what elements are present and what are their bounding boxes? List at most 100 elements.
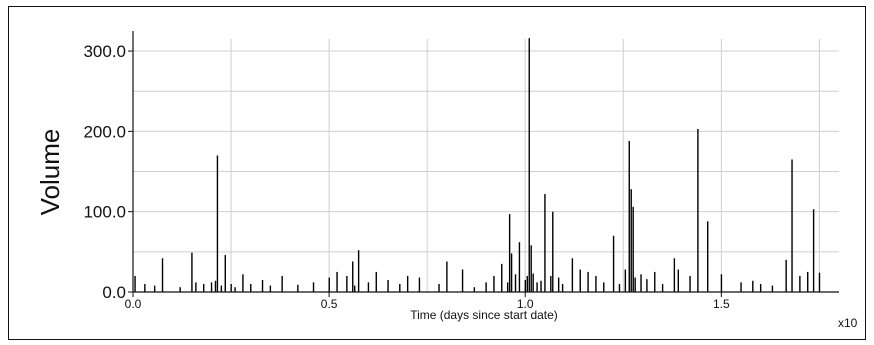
bar <box>587 271 589 292</box>
bar <box>375 271 377 292</box>
bar <box>707 221 709 292</box>
bar <box>528 38 530 292</box>
x-tick-label: 1.5 <box>713 297 730 311</box>
bar-chart: 0.0 100.0 200.0 300.0 0.0 0.5 1.0 1.5 Volume T… <box>35 31 858 330</box>
bar <box>485 282 487 292</box>
bar <box>473 287 476 292</box>
y-tick-label: 100.0 <box>83 203 126 222</box>
bar <box>720 274 723 292</box>
bar <box>661 283 664 292</box>
bar <box>632 206 634 292</box>
bar <box>646 279 648 292</box>
bar <box>191 252 193 292</box>
bar <box>557 277 560 292</box>
bar <box>634 277 636 292</box>
y-axis-label: Volume <box>35 129 65 216</box>
x-tick-label: 1.0 <box>517 297 534 311</box>
bar <box>406 275 409 292</box>
bar <box>530 245 532 292</box>
bar <box>446 261 448 292</box>
bar <box>514 274 517 292</box>
bar <box>144 283 146 292</box>
bar <box>673 258 676 292</box>
bar <box>550 275 552 292</box>
bar <box>230 283 232 292</box>
bar <box>281 275 283 292</box>
bar <box>346 275 348 292</box>
bar <box>785 259 787 292</box>
bar <box>552 211 554 292</box>
y-tick-label: 0.0 <box>102 283 126 302</box>
bar <box>153 285 156 292</box>
y-tick-label: 200.0 <box>83 122 126 141</box>
chart-frame: 0.0 100.0 200.0 300.0 0.0 0.5 1.0 1.5 Volume T… <box>8 6 866 340</box>
bar <box>161 258 164 292</box>
x-tick-label: 0.5 <box>321 297 338 311</box>
bar <box>612 235 615 292</box>
bar <box>336 271 338 292</box>
bar <box>524 279 527 292</box>
bar <box>799 275 801 292</box>
bar <box>579 269 581 292</box>
bar <box>506 282 509 292</box>
bar <box>697 128 699 292</box>
bar <box>179 287 181 292</box>
x-tick-label: 0.0 <box>125 297 142 311</box>
bar <box>508 214 511 292</box>
bar <box>540 280 542 292</box>
x-axis-multiplier: x10 <box>838 316 858 330</box>
bar <box>771 285 774 292</box>
bar <box>250 283 252 292</box>
bar <box>526 275 528 292</box>
bar <box>328 277 330 292</box>
bar <box>354 285 356 292</box>
bar <box>595 275 597 292</box>
bar <box>518 242 521 292</box>
bar <box>297 284 299 292</box>
bar <box>807 271 809 292</box>
bar <box>493 275 495 292</box>
bar <box>312 282 315 292</box>
bar <box>561 283 564 292</box>
bar <box>134 275 136 292</box>
bar <box>510 253 513 292</box>
bar <box>812 209 815 292</box>
bar <box>210 282 213 292</box>
bar <box>214 280 217 292</box>
bar <box>618 283 621 292</box>
bar <box>571 258 574 292</box>
bar <box>689 275 691 292</box>
x-tick-labels: 0.0 0.5 1.0 1.5 <box>125 292 730 311</box>
bar <box>654 271 656 292</box>
bar <box>544 194 546 292</box>
bar <box>640 274 642 292</box>
bar <box>195 282 197 292</box>
bar <box>352 261 354 292</box>
bar <box>759 283 762 292</box>
bar <box>438 283 440 292</box>
bar <box>501 263 503 292</box>
bar <box>536 282 538 292</box>
bar <box>220 285 223 292</box>
bar <box>387 279 389 292</box>
bar <box>461 269 464 292</box>
grid-lines <box>133 39 839 292</box>
bar <box>399 283 401 292</box>
x-axis-label: Time (days since start date) <box>410 308 558 322</box>
y-tick-label: 300.0 <box>83 42 126 61</box>
bar <box>269 285 272 292</box>
bar <box>357 250 360 292</box>
bar <box>242 274 244 292</box>
bar <box>203 283 205 292</box>
bar <box>234 287 236 292</box>
bar <box>261 279 264 292</box>
bar <box>752 280 754 292</box>
bar <box>532 273 534 292</box>
bar <box>367 282 370 292</box>
bar <box>630 189 632 292</box>
y-tick-labels: 0.0 100.0 200.0 300.0 <box>83 42 133 302</box>
bar-series <box>134 38 821 292</box>
bar <box>224 255 226 292</box>
bar <box>677 269 679 292</box>
bar <box>791 159 793 292</box>
